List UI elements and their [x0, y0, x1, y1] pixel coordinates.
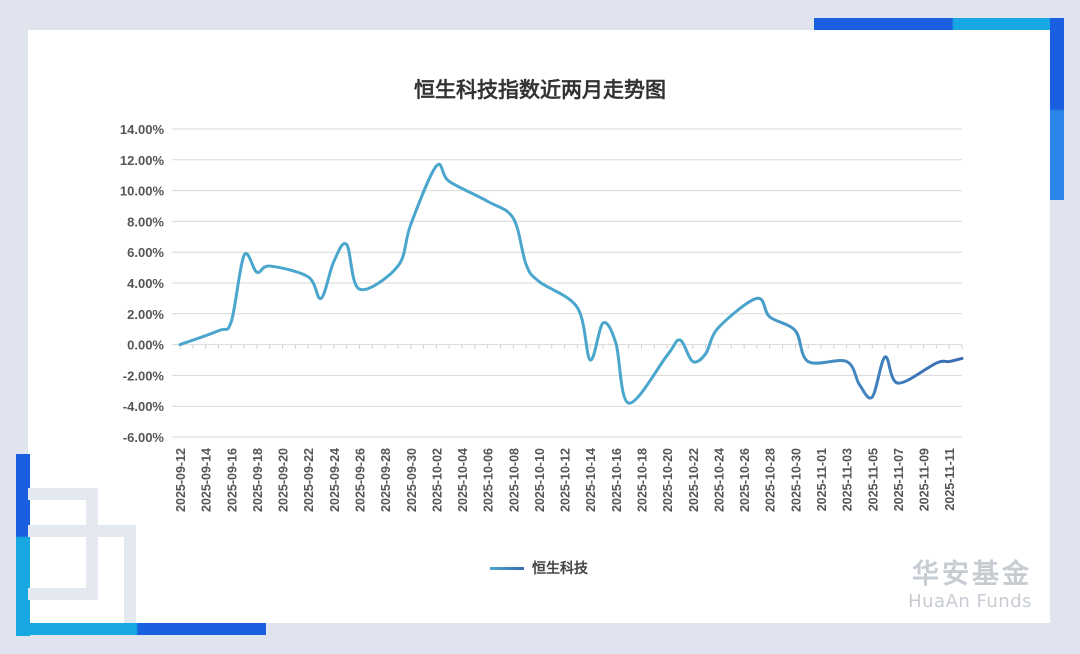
deco-bottom-left-bar [16, 623, 266, 635]
deco-top-right-bar [814, 18, 1064, 30]
x-tick-label: 2025-10-18 [636, 448, 650, 512]
x-tick-label: 2025-10-10 [533, 448, 547, 512]
watermark-en: HuaAn Funds [908, 591, 1032, 612]
chart-title: 恒生科技指数近两月走势图 [414, 78, 666, 102]
x-tick-label: 2025-10-12 [559, 448, 573, 512]
x-tick-label: 2025-09-30 [405, 448, 419, 512]
x-tick-label: 2025-09-20 [277, 448, 291, 512]
y-tick-label: 0.00% [127, 338, 164, 353]
deco-left-vertical-bar [16, 454, 30, 636]
x-tick-label: 2025-09-22 [302, 448, 316, 512]
x-tick-label: 2025-10-16 [610, 448, 624, 512]
x-tick-label: 2025-10-20 [661, 448, 675, 512]
deco-right-vertical-bar [1050, 18, 1064, 200]
y-tick-label: -4.00% [123, 399, 165, 414]
x-tick-label: 2025-11-03 [841, 448, 855, 511]
legend-label: 恒生科技 [532, 561, 588, 577]
x-tick-label: 2025-10-24 [712, 448, 726, 512]
x-tick-label: 2025-10-30 [789, 448, 803, 512]
y-tick-label: -2.00% [123, 368, 165, 383]
x-tick-label: 2025-09-14 [200, 448, 214, 512]
y-tick-label: -6.00% [123, 430, 165, 445]
x-tick-label: 2025-11-07 [892, 448, 906, 511]
x-tick-label: 2025-10-02 [430, 448, 444, 512]
y-tick-label: 10.00% [120, 184, 165, 199]
y-tick-label: 6.00% [127, 245, 164, 260]
x-tick-label: 2025-11-09 [918, 448, 932, 511]
x-tick-label: 2025-10-06 [482, 448, 496, 512]
x-tick-label: 2025-10-04 [456, 448, 470, 512]
y-tick-label: 8.00% [127, 214, 164, 229]
legend[interactable]: 恒生科技 [490, 558, 588, 578]
x-tick-label: 2025-11-05 [866, 448, 880, 511]
x-tick-label: 2025-10-22 [687, 448, 701, 512]
watermark-logo: 华安基金 HuaAn Funds [908, 552, 1032, 612]
x-tick-label: 2025-09-16 [225, 448, 239, 512]
x-tick-label: 2025-09-18 [251, 448, 265, 512]
x-tick-label: 2025-09-24 [328, 448, 342, 512]
watermark-cn: 华安基金 [912, 559, 1032, 590]
x-tick-label: 2025-11-01 [815, 448, 829, 511]
x-tick-label: 2025-09-12 [174, 448, 188, 512]
x-tick-label: 2025-10-26 [738, 448, 752, 512]
x-tick-label: 2025-09-28 [379, 448, 393, 512]
deco-square-outline-1 [28, 488, 98, 600]
x-tick-label: 2025-10-14 [584, 448, 598, 512]
x-tick-label: 2025-10-08 [507, 448, 521, 512]
x-tick-label: 2025-09-26 [353, 448, 367, 512]
deco-square-outline-2 [28, 525, 136, 623]
legend-line-swatch [490, 566, 524, 570]
y-tick-label: 2.00% [127, 307, 164, 322]
x-tick-label: 2025-10-28 [764, 448, 778, 512]
y-tick-label: 14.00% [120, 122, 165, 137]
series-line-hstech [178, 162, 964, 405]
y-tick-label: 4.00% [127, 276, 164, 291]
x-tick-label: 2025-11-11 [943, 448, 957, 511]
y-tick-label: 12.00% [120, 153, 165, 168]
